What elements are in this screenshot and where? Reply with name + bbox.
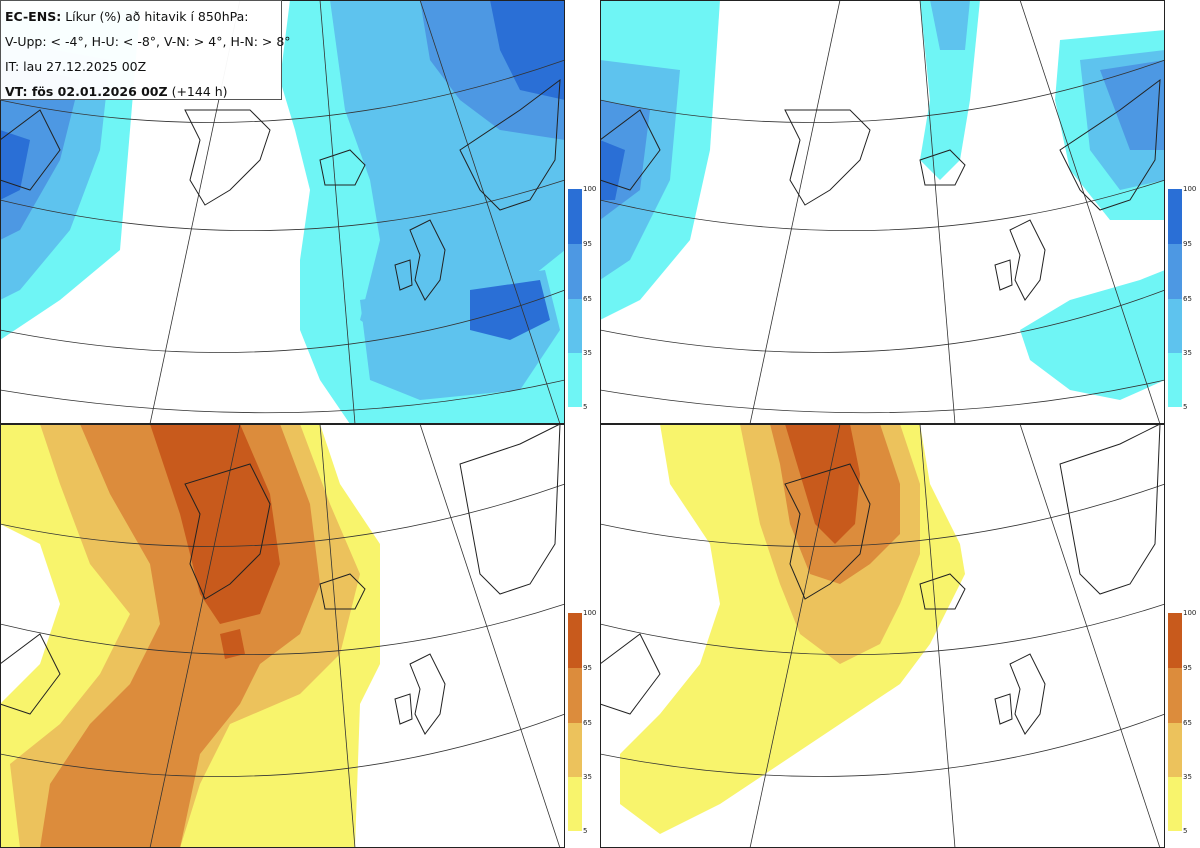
cold-probability-map [0, 0, 566, 424]
coastlines [600, 424, 1161, 735]
cold-probability-map [600, 0, 1166, 424]
colorbar-segment [1168, 723, 1182, 777]
colorbar-tick: 100 [583, 185, 597, 193]
colorbar-segment [568, 777, 582, 831]
colorbar-tick: 35 [583, 349, 592, 357]
colorbar-tick: 95 [583, 664, 592, 672]
colorbar-segment [1168, 613, 1182, 668]
coastlines [0, 424, 561, 735]
colorbar-tick: 5 [583, 827, 588, 835]
colorbar-warm: 100 95 65 35 5 [568, 609, 596, 835]
colorbar-tick: 35 [1183, 349, 1192, 357]
colorbar-segment [1168, 777, 1182, 831]
colorbar-tick: 65 [1183, 295, 1192, 303]
info-legend: EC-ENS: Líkur (%) að hitavik í 850hPa: V… [0, 0, 291, 100]
colorbar-warm: 100 95 65 35 5 [1168, 609, 1196, 835]
colorbar-tick: 5 [583, 403, 588, 411]
valid-time-label: VT: fös 02.01.2026 00Z [5, 84, 168, 99]
colorbar-segment [568, 353, 582, 407]
colorbar-tick: 95 [583, 240, 592, 248]
model-label: EC-ENS: [5, 9, 62, 24]
colorbar-segment [568, 668, 582, 723]
prob-area-95 [785, 424, 860, 544]
colorbar-tick: 95 [1183, 240, 1192, 248]
colorbar-tick: 35 [583, 773, 592, 781]
colorbar-segment [1168, 353, 1182, 407]
colorbar-segment [568, 189, 582, 244]
prob-area-95 [600, 140, 625, 200]
warm-probability-map [0, 424, 566, 848]
graticule [600, 0, 1166, 424]
prob-area-35 [930, 0, 970, 50]
colorbar-tick: 65 [583, 295, 592, 303]
prob-area-65 [0, 60, 80, 240]
colorbar-cold: 100 95 65 35 5 [1168, 185, 1196, 411]
colorbar-segment [1168, 299, 1182, 353]
map-panel-warm-h-n: 100 95 65 35 5 [600, 424, 1200, 848]
colorbar-segment [568, 299, 582, 353]
map-panel-cold-v-upp: EC-ENS: Líkur (%) að hitavik í 850hPa: V… [0, 0, 600, 424]
prob-area-95 [150, 424, 280, 624]
prob-area-65 [1100, 60, 1165, 150]
map-frame [600, 0, 1165, 424]
colorbar-tick: 65 [1183, 719, 1192, 727]
colorbar-tick: 65 [583, 719, 592, 727]
prob-area-5 [1020, 270, 1165, 400]
prob-area-95 [470, 280, 550, 340]
colorbar-segment [568, 613, 582, 668]
coastlines [600, 78, 1161, 301]
colorbar-tick: 100 [1183, 185, 1197, 193]
colorbar-segment [568, 244, 582, 299]
colorbar-tick: 5 [1183, 827, 1188, 835]
coastlines [0, 78, 561, 301]
colorbar-segment [1168, 189, 1182, 244]
colorbar-tick: 100 [583, 609, 597, 617]
description-label: Líkur (%) að hitavik í 850hPa: [65, 9, 249, 24]
map-panel-warm-v-n: 100 95 65 35 5 [0, 424, 600, 848]
lead-time-label: (+144 h) [171, 84, 228, 99]
init-time-label: IT: lau 27.12.2025 00Z [5, 59, 147, 74]
colorbar-tick: 35 [1183, 773, 1192, 781]
colorbar-segment [1168, 244, 1182, 299]
colorbar-tick: 100 [1183, 609, 1197, 617]
graticule [0, 424, 566, 848]
colorbar-cold: 100 95 65 35 5 [568, 185, 596, 411]
prob-area-95 [490, 0, 565, 100]
map-frame [0, 0, 565, 424]
prob-area-95 [220, 629, 245, 659]
colorbar-tick: 5 [1183, 403, 1188, 411]
thresholds-label: V-Upp: < -4°, H-U: < -8°, V-N: > 4°, H-N… [5, 34, 291, 49]
colorbar-segment [1168, 668, 1182, 723]
colorbar-tick: 95 [1183, 664, 1192, 672]
colorbar-segment [568, 723, 582, 777]
map-panel-cold-h-u: 100 95 65 35 5 [600, 0, 1200, 424]
graticule [600, 424, 1166, 848]
warm-probability-map [600, 424, 1166, 848]
